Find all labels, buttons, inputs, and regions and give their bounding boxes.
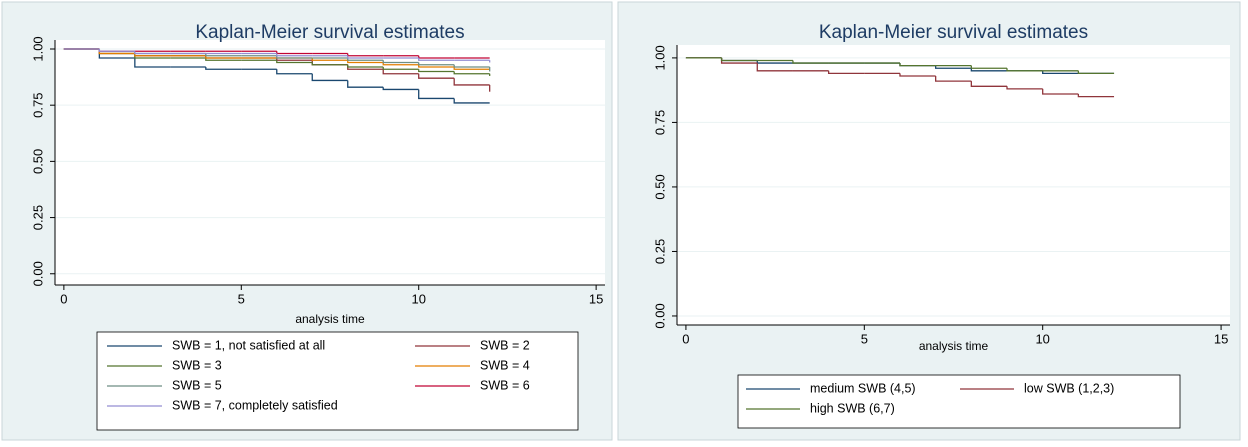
survival-step [311,57,348,61]
survival-step [418,57,455,61]
legend: medium SWB (4,5) low SWB (1,2,3) high SWB … [737,374,1181,429]
survival-step [899,63,936,67]
x-tick-label: 10 [1035,331,1049,346]
survival-step [205,53,242,57]
chart-title: Kaplan-Meier survival estimates [819,22,1088,43]
survival-step [935,75,972,82]
survival-step [382,87,419,91]
survival-step [276,69,313,75]
survival-step [970,68,1008,72]
survival-step [418,69,455,73]
survival-step [418,73,455,79]
survival-step [970,65,1008,69]
survival-step [205,57,242,61]
y-tick-label: 1.00 [652,45,667,70]
legend-label: medium SWB (4,5) [810,381,916,395]
legend-label: SWB = 1, not satisfied at all [172,338,325,352]
survival-step [1077,94,1115,98]
survival-step [134,51,171,55]
survival-step [792,60,829,64]
survival-step [1042,88,1079,95]
legend-label: high SWB (6,7) [810,401,895,415]
survival-step [347,55,384,59]
survival-step [935,65,972,69]
survival-step [720,57,758,62]
x-axis-label: analysis time [919,339,989,353]
survival-step [347,53,384,57]
x-tick-label: 5 [238,291,245,306]
chart-panel: Kaplan-Meier survival estimates 0.00 0.25 0… [617,1,1241,441]
survival-step [276,60,313,64]
survival-step [205,66,242,70]
chart-panel: Kaplan-Meier survival estimates 0.00 0.25 0… [1,1,613,441]
survival-step [899,73,936,77]
survival-step [347,60,384,64]
x-tick-label: 10 [411,291,425,306]
survival-step [756,63,793,72]
survival-step [418,64,455,68]
legend-label: SWB = 5 [172,378,222,392]
survival-step [276,55,313,59]
y-tick-label: 1.00 [30,36,45,61]
y-tick-label: 0.50 [30,149,45,174]
survival-step [453,66,490,70]
survival-step [453,64,490,68]
survival-step [1077,70,1115,75]
x-tick-label: 15 [1214,331,1228,346]
survival-step [418,89,455,100]
survival-step [98,48,135,52]
survival-step [1006,68,1043,72]
survival-step [205,55,242,59]
survival-step [311,73,348,82]
survival-step [382,62,419,66]
legend: SWB = 1, not satisfied at all SWB = 2 SWB … [96,331,579,431]
x-tick-label: 0 [682,331,689,346]
survival-step [382,66,419,70]
plot-area [677,45,1230,325]
legend-label: SWB = 3 [172,358,222,372]
legend-label: SWB = 4 [480,358,530,372]
x-tick-label: 5 [861,331,868,346]
survival-step [453,98,490,104]
legend-label: SWB = 7, completely satisfied [172,398,338,412]
survival-step [347,57,384,61]
survival-step [382,60,419,64]
legend-label: SWB = 6 [480,378,530,392]
survival-step [347,80,384,88]
survival-step [970,81,1008,87]
y-tick-label: 0.75 [652,110,667,135]
survival-step [453,71,490,75]
y-tick-label: 0.25 [652,239,667,264]
survival-step [134,57,171,68]
survival-step [827,70,865,75]
x-axis-label: analysis time [295,312,365,326]
y-tick-label: 0.25 [30,205,45,230]
plot-area [55,40,605,285]
legend-box [737,374,1181,429]
legend-label: low SWB (1,2,3) [1024,381,1114,395]
survival-step [311,62,348,66]
x-tick-label: 0 [60,291,67,306]
y-tick-label: 0.00 [30,261,45,286]
survival-step [1006,86,1043,90]
survival-step [453,78,490,86]
survival-step [134,53,171,57]
chart-title: Kaplan-Meier survival estimates [195,22,464,43]
survival-step [276,53,313,57]
survival-step [382,69,419,75]
survival-step [347,64,384,68]
survival-step [418,62,455,66]
y-tick-label: 0.50 [652,174,667,199]
y-tick-label: 0.75 [30,93,45,118]
legend-label: SWB = 2 [480,338,530,352]
survival-step [1042,70,1079,75]
x-tick-label: 15 [589,291,603,306]
legend-box [96,331,579,431]
y-tick-label: 0.00 [652,303,667,328]
